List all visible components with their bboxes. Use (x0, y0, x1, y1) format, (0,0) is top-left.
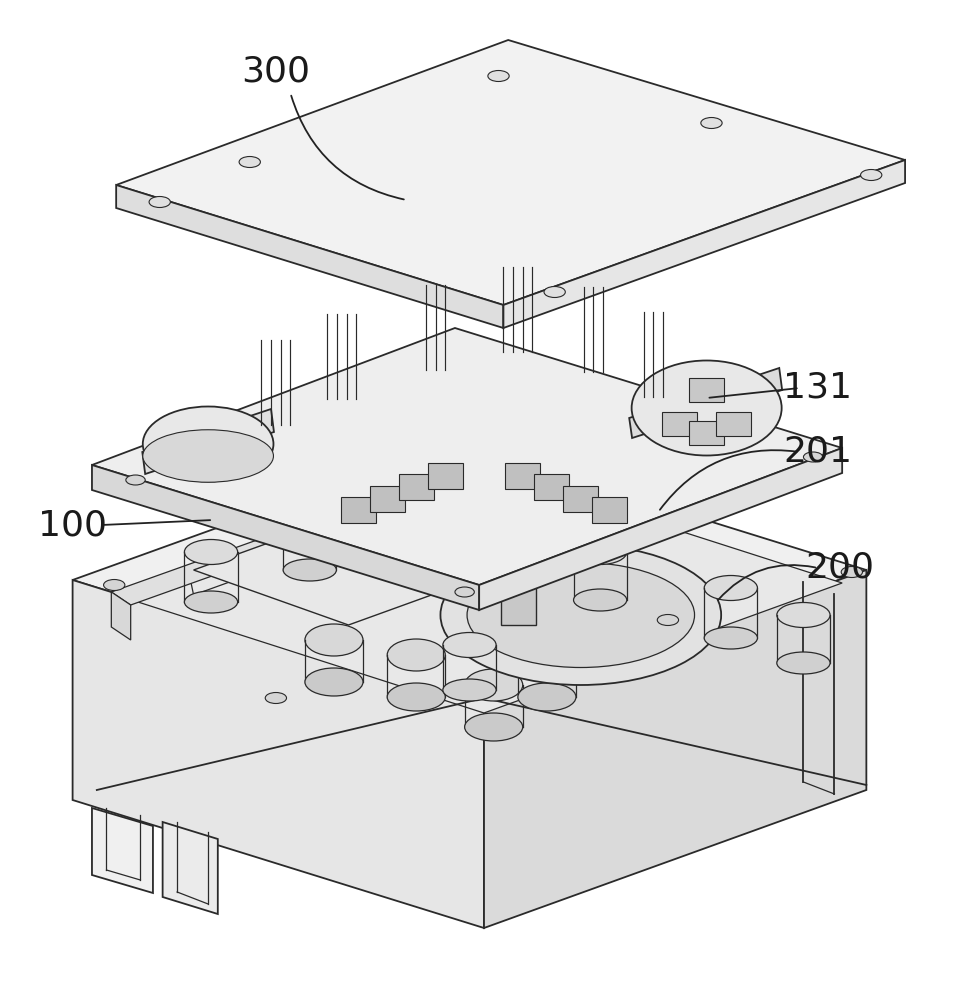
Polygon shape (689, 421, 724, 445)
Ellipse shape (501, 563, 536, 581)
Polygon shape (92, 808, 153, 893)
Text: 300: 300 (241, 55, 311, 89)
Text: 131: 131 (783, 371, 853, 405)
Ellipse shape (705, 576, 758, 600)
Polygon shape (629, 368, 782, 438)
Polygon shape (111, 592, 131, 640)
Ellipse shape (573, 540, 627, 564)
Ellipse shape (149, 196, 170, 208)
Polygon shape (163, 822, 218, 914)
Ellipse shape (861, 169, 882, 180)
Ellipse shape (518, 683, 576, 711)
Ellipse shape (701, 117, 722, 128)
Ellipse shape (283, 559, 337, 581)
Ellipse shape (841, 566, 862, 578)
Polygon shape (592, 497, 627, 523)
Polygon shape (116, 185, 503, 328)
Ellipse shape (776, 602, 830, 628)
Ellipse shape (455, 587, 474, 597)
Ellipse shape (143, 430, 274, 482)
Ellipse shape (387, 683, 445, 711)
Ellipse shape (283, 510, 337, 534)
Polygon shape (503, 160, 905, 328)
Polygon shape (716, 412, 751, 436)
Ellipse shape (143, 406, 274, 482)
Ellipse shape (387, 639, 445, 671)
Text: 100: 100 (38, 508, 107, 542)
Ellipse shape (467, 562, 695, 668)
Polygon shape (479, 448, 842, 610)
Ellipse shape (184, 591, 238, 613)
Polygon shape (484, 570, 866, 928)
Ellipse shape (442, 633, 496, 658)
Ellipse shape (104, 580, 125, 590)
Polygon shape (505, 463, 540, 489)
Ellipse shape (544, 286, 565, 298)
Ellipse shape (488, 70, 509, 82)
Ellipse shape (573, 589, 627, 611)
Polygon shape (662, 412, 697, 436)
Ellipse shape (440, 545, 721, 685)
Polygon shape (73, 580, 484, 928)
Polygon shape (116, 40, 905, 305)
Ellipse shape (305, 624, 363, 656)
Polygon shape (501, 575, 536, 625)
Polygon shape (73, 442, 866, 708)
Ellipse shape (239, 156, 260, 167)
Polygon shape (370, 486, 405, 512)
Polygon shape (399, 474, 434, 500)
Ellipse shape (657, 614, 679, 626)
Ellipse shape (518, 639, 576, 671)
Ellipse shape (126, 475, 145, 485)
Ellipse shape (184, 540, 238, 564)
Polygon shape (142, 409, 274, 474)
Ellipse shape (705, 627, 758, 649)
Text: 201: 201 (783, 435, 853, 469)
Polygon shape (111, 535, 290, 605)
Polygon shape (563, 486, 598, 512)
Polygon shape (428, 463, 463, 489)
Ellipse shape (465, 713, 523, 741)
Ellipse shape (442, 679, 496, 701)
Polygon shape (689, 378, 724, 402)
Ellipse shape (465, 669, 523, 701)
Ellipse shape (631, 360, 782, 456)
Ellipse shape (305, 668, 363, 696)
Ellipse shape (265, 692, 287, 704)
Text: 200: 200 (805, 551, 875, 585)
Polygon shape (194, 465, 639, 625)
Polygon shape (341, 497, 376, 523)
Polygon shape (92, 328, 842, 585)
Ellipse shape (776, 652, 830, 674)
Polygon shape (92, 465, 479, 610)
Ellipse shape (803, 452, 823, 462)
Polygon shape (116, 465, 842, 713)
Polygon shape (534, 474, 569, 500)
